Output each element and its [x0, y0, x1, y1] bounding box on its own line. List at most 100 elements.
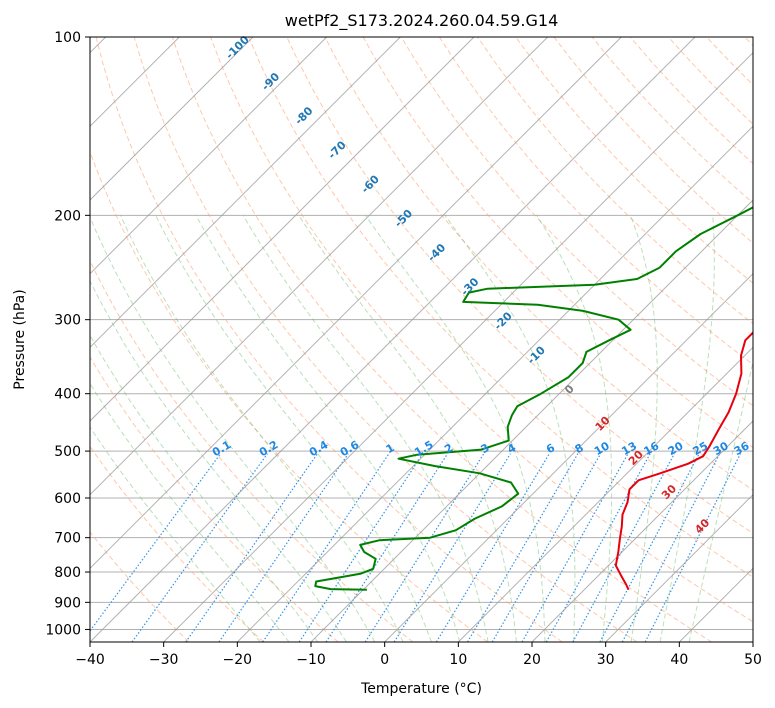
mixing-ratio-line	[572, 453, 675, 642]
y-tick-label: 1000	[45, 622, 81, 638]
mixing-ratio-label: 20	[666, 439, 686, 458]
isotherm-line	[90, 37, 401, 349]
temperature-line	[614, 331, 753, 591]
dry-adiabat	[362, 37, 753, 449]
mixing-ratio-label: 36	[732, 439, 752, 458]
x-tick-label: −20	[223, 652, 253, 668]
moist-adiabat	[90, 426, 261, 642]
mixing-ratio-line	[466, 453, 579, 642]
isotherm-line	[90, 37, 254, 201]
moist-adiabat	[155, 215, 432, 642]
mixing-ratio-line	[621, 453, 721, 642]
isotherm-line	[310, 199, 753, 642]
dry-adiabat	[90, 150, 488, 642]
dry-adiabat	[90, 531, 190, 642]
y-tick-label: 700	[54, 531, 81, 547]
isotherm-label: -80	[292, 104, 315, 127]
y-axis: 100 200 300 400 500 600 700 800 900 1000	[45, 30, 90, 638]
y-tick-label: 900	[54, 595, 81, 611]
isotherm-line	[752, 641, 753, 642]
isotherm-label: 0	[562, 382, 577, 397]
isotherm-line	[90, 37, 475, 422]
mixing-ratio-line	[435, 453, 550, 642]
mixing-ratio-line	[90, 453, 222, 632]
isotherm-label: 40	[692, 516, 712, 536]
isotherm-label: -50	[392, 207, 415, 230]
mixing-ratio-line	[262, 453, 390, 642]
y-tick-label: 800	[54, 565, 81, 581]
isotherm-line	[163, 51, 753, 642]
isotherm-line	[90, 37, 328, 275]
mixing-ratio-label: 6	[544, 441, 557, 456]
moist-adiabat	[90, 334, 319, 642]
dry-adiabat	[400, 37, 753, 407]
moist-adiabat	[536, 215, 613, 642]
y-tick-label: 200	[54, 208, 81, 224]
mixing-ratio-label: 30	[711, 439, 731, 458]
dry-adiabat	[90, 356, 339, 642]
mixing-ratio-line	[644, 453, 741, 642]
isotherm-line	[531, 420, 753, 642]
dry-adiabat	[90, 445, 264, 642]
background-lines	[90, 37, 753, 642]
mixing-ratio-line	[599, 453, 700, 642]
dry-adiabat	[171, 37, 712, 642]
mixing-ratio-label: 25	[690, 439, 710, 458]
y-tick-label: 600	[54, 491, 81, 507]
moist-adiabat	[630, 215, 658, 642]
x-tick-label: 50	[744, 652, 762, 668]
dry-adiabat	[706, 37, 753, 86]
isotherm-line	[605, 493, 753, 642]
moist-adiabat	[364, 215, 546, 642]
dewpoint-line	[314, 206, 753, 591]
mixing-ratio-label: 0.6	[338, 438, 362, 459]
mixing-ratio-line	[521, 453, 629, 642]
y-axis-title: Pressure (hPa)	[12, 289, 28, 389]
x-tick-label: 0	[380, 652, 389, 668]
dry-adiabat	[591, 37, 753, 204]
isotherm-label: -30	[458, 275, 481, 298]
dry-adiabat	[90, 259, 414, 642]
mixing-ratio-line	[218, 453, 349, 642]
mixing-ratio-line	[491, 453, 602, 642]
x-tick-label: 30	[597, 652, 615, 668]
y-tick-label: 500	[54, 444, 81, 460]
y-tick-label: 300	[54, 313, 81, 329]
x-tick-label: −40	[75, 652, 105, 668]
moist-adiabat	[195, 215, 461, 642]
moist-adiabat	[90, 215, 376, 642]
isotherm-line	[236, 125, 753, 642]
mixing-ratio-line	[325, 453, 449, 642]
x-tick-label: 40	[670, 652, 688, 668]
y-tick-label: 100	[54, 30, 81, 46]
mixing-ratio-label: 0.4	[307, 438, 331, 459]
plot-frame	[89, 36, 754, 643]
x-tick-label: −10	[296, 652, 326, 668]
dry-adiabat	[210, 37, 753, 623]
mixing-ratio-label: 10	[592, 439, 612, 458]
isotherm-label: 30	[659, 482, 679, 502]
x-tick-label: 20	[523, 652, 541, 668]
moist-adiabat	[444, 215, 576, 642]
profile-lines	[314, 206, 753, 591]
y-tick-label: 400	[54, 387, 81, 403]
isotherm-label: -10	[525, 343, 548, 366]
dry-adiabat	[668, 37, 753, 125]
chart-title: wetPf2_S173.2024.260.04.59.G14	[285, 11, 559, 31]
dry-adiabat	[744, 37, 753, 47]
mixing-ratio-label: 3	[478, 441, 491, 456]
isotherm-line	[90, 37, 549, 496]
dry-adiabat	[95, 37, 563, 642]
dry-adiabat	[477, 37, 753, 325]
moist-adiabat	[298, 215, 517, 642]
moist-adiabat	[90, 382, 290, 642]
x-tick-label: 10	[449, 652, 467, 668]
x-axis: −40 −30 −20 −10 0 10 20 30 40 50	[75, 642, 762, 668]
mixing-ratio-label: 4	[505, 441, 518, 456]
line-labels: 0.1 0.2 0.4 0.6 1 1.5 2 3 4 6 8 10 13 16 20 25 30 36-100-…	[210, 33, 752, 536]
isotherm-line	[457, 346, 753, 642]
isotherm-label: -70	[326, 138, 349, 161]
isotherm-label: -90	[259, 70, 282, 93]
moist-adiabat	[688, 358, 753, 642]
isotherm-line	[678, 567, 753, 642]
